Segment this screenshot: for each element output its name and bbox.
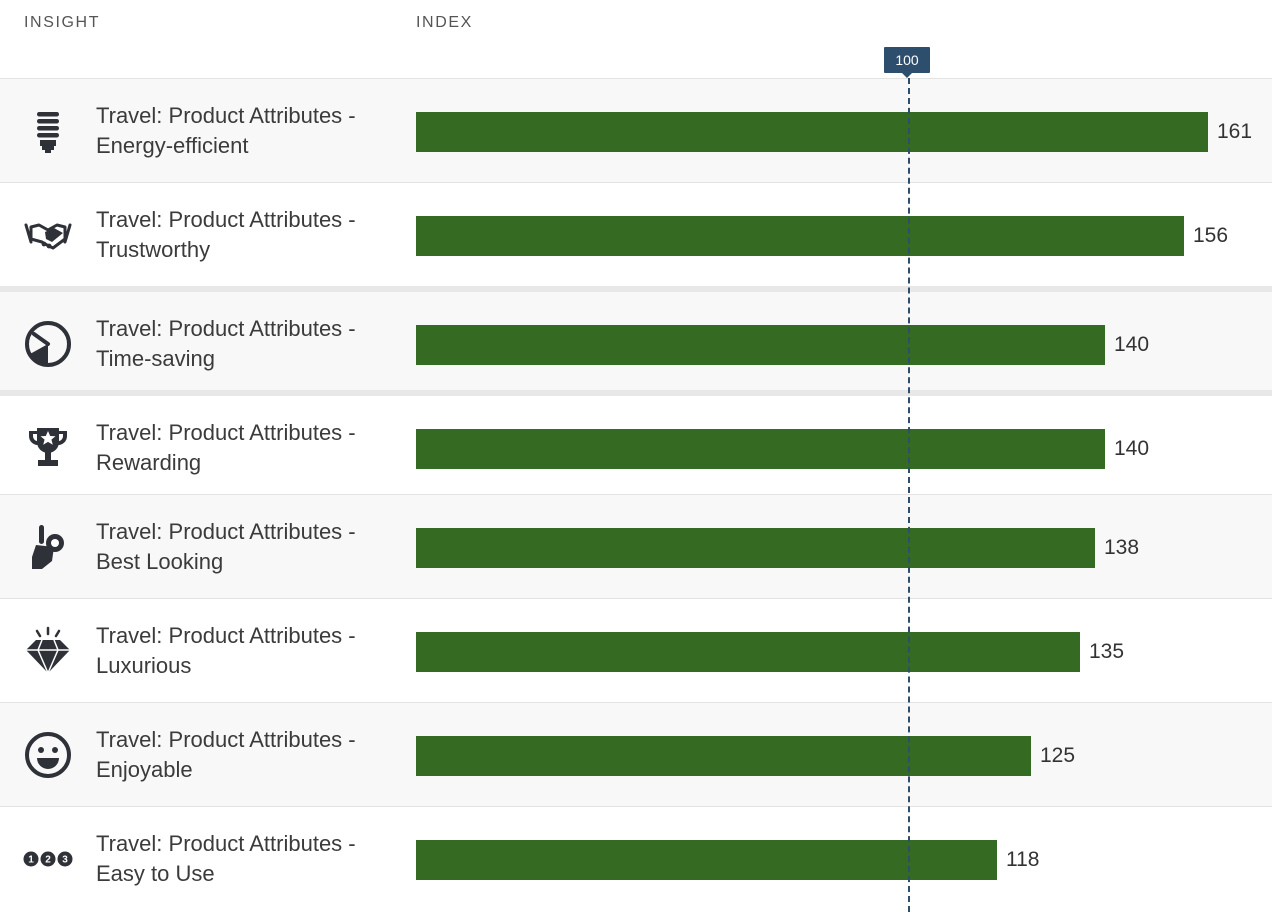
insight-column-header: INSIGHT	[24, 14, 101, 31]
index-bar[interactable]	[416, 325, 1105, 365]
svg-text:2: 2	[45, 855, 51, 866]
index-value-label: 125	[1040, 744, 1076, 767]
insight-label-line2: Trustworthy	[96, 237, 211, 262]
insight-label-line2: Best Looking	[96, 549, 224, 574]
index-bar[interactable]	[416, 429, 1105, 469]
insight-label: Travel: Product Attributes - Best Looking	[96, 517, 406, 577]
insight-row[interactable]: Travel: Product Attributes - Enjoyable 125	[0, 702, 1272, 806]
insight-row[interactable]: Travel: Product Attributes - Energy-effic…	[0, 78, 1272, 182]
svg-text:1: 1	[28, 855, 34, 866]
index-bar[interactable]	[416, 632, 1080, 672]
insight-label-line2: Energy-efficient	[96, 133, 249, 158]
diamond-icon	[20, 625, 76, 677]
index-value-label: 156	[1193, 224, 1229, 247]
insight-label: Travel: Product Attributes - Time-saving	[96, 314, 406, 374]
insight-label-line1: Travel: Product Attributes -	[96, 727, 356, 752]
reference-line	[908, 78, 910, 912]
smiley-icon	[20, 729, 76, 781]
trophy-icon	[20, 422, 76, 474]
clock-icon	[20, 318, 76, 370]
lightbulb-icon	[20, 105, 76, 157]
index-bar[interactable]	[416, 736, 1031, 776]
insight-row[interactable]: Travel: Product Attributes - Luxurious 135	[0, 598, 1272, 702]
insight-label: Travel: Product Attributes - Trustworthy	[96, 205, 406, 265]
insight-label-line1: Travel: Product Attributes -	[96, 420, 356, 445]
index-value-label: 135	[1089, 640, 1125, 663]
insight-row[interactable]: Travel: Product Attributes - Time-saving 1…	[0, 286, 1272, 390]
insight-label: Travel: Product Attributes - Enjoyable	[96, 725, 406, 785]
insight-row[interactable]: 1 2 3 Travel: Product Attributes - Easy to U…	[0, 806, 1272, 910]
insight-label-line2: Enjoyable	[96, 757, 193, 782]
ok-hand-icon	[20, 521, 76, 573]
insight-label-line1: Travel: Product Attributes -	[96, 623, 356, 648]
insight-label-line1: Travel: Product Attributes -	[96, 316, 356, 341]
index-value-label: 138	[1104, 536, 1140, 559]
index-bar[interactable]	[416, 840, 997, 880]
index-column-header: INDEX	[416, 14, 473, 31]
index-value-label: 140	[1114, 437, 1150, 460]
insight-label-line1: Travel: Product Attributes -	[96, 519, 356, 544]
insight-label-line2: Time-saving	[96, 346, 215, 371]
handshake-icon	[20, 209, 76, 261]
index-value-label: 140	[1114, 333, 1150, 356]
insight-row[interactable]: Travel: Product Attributes - Rewarding 140	[0, 390, 1272, 494]
insight-label-line1: Travel: Product Attributes -	[96, 831, 356, 856]
insight-row[interactable]: Travel: Product Attributes - Best Looking…	[0, 494, 1272, 598]
insight-label-line2: Easy to Use	[96, 861, 215, 886]
index-bar[interactable]	[416, 528, 1095, 568]
insight-label-line2: Luxurious	[96, 653, 192, 678]
insight-label-line1: Travel: Product Attributes -	[96, 103, 356, 128]
insight-label: Travel: Product Attributes - Energy-effic…	[96, 101, 406, 161]
svg-text:3: 3	[62, 855, 68, 866]
insight-row[interactable]: Travel: Product Attributes - Trustworthy 1…	[0, 182, 1272, 286]
reference-badge: 100	[884, 47, 930, 78]
insight-label-line2: Rewarding	[96, 450, 202, 475]
index-value-label: 161	[1217, 120, 1253, 143]
index-bar[interactable]	[416, 112, 1208, 152]
index-value-label: 118	[1006, 848, 1040, 871]
insight-label: Travel: Product Attributes - Easy to Use	[96, 829, 406, 889]
insight-label: Travel: Product Attributes - Luxurious	[96, 621, 406, 681]
insight-label: Travel: Product Attributes - Rewarding	[96, 418, 406, 478]
index-bar[interactable]	[416, 216, 1184, 256]
insight-label-line1: Travel: Product Attributes -	[96, 207, 356, 232]
